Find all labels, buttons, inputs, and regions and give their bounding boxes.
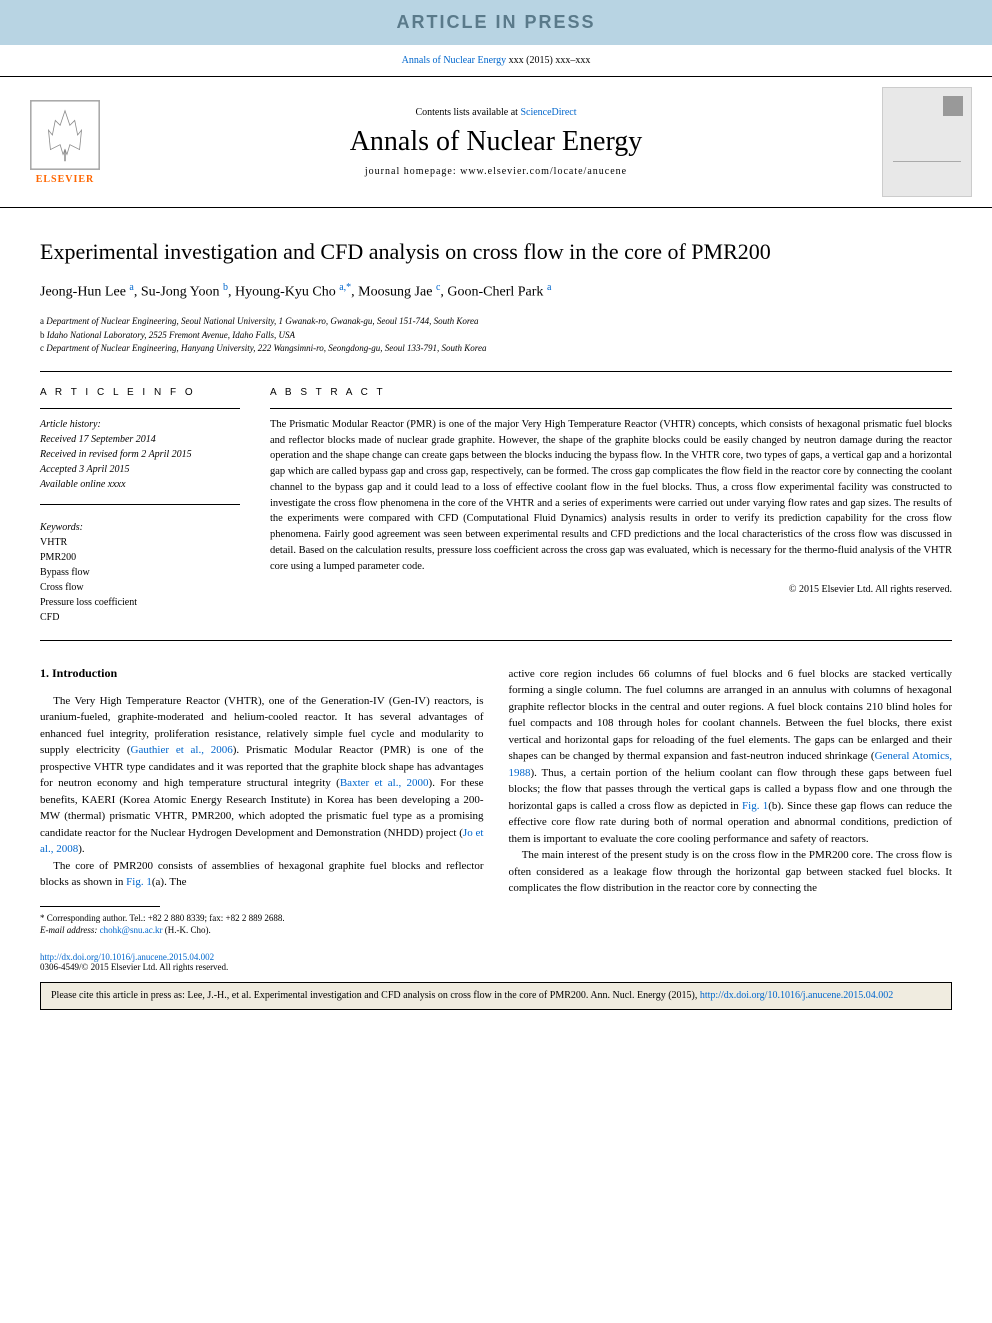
email-link[interactable]: chohk@snu.ac.kr [100,925,163,935]
p2-text-a: The core of PMR200 consists of assemblie… [40,860,484,889]
affil-a-sup: a [40,316,44,326]
keyword-6: CFD [40,610,240,625]
email-label: E-mail address: [40,925,100,935]
email-suffix: (H.-K. Cho). [162,925,210,935]
affiliations: a Department of Nuclear Engineering, Seo… [40,315,952,356]
col2-para-1: active core region includes 66 columns o… [509,666,953,848]
article-title: Experimental investigation and CFD analy… [40,238,952,267]
affil-b-text: Idaho National Laboratory, 2525 Fremont … [47,330,295,340]
elsevier-logo: ELSEVIER [20,100,110,185]
divider-top [40,371,952,372]
abstract-column: A B S T R A C T The Prismatic Modular Re… [270,387,952,625]
doi-block: http://dx.doi.org/10.1016/j.anucene.2015… [40,952,952,972]
ref-baxter[interactable]: Baxter et al., 2000 [340,777,429,789]
ref-fig1-a[interactable]: Fig. 1 [126,876,152,888]
section-number: 1. [40,666,49,680]
body-column-right: active core region includes 66 columns o… [509,666,953,937]
keywords-label: Keywords: [40,520,240,535]
homepage-url: www.elsevier.com/locate/anucene [460,166,627,177]
authors-list: Jeong-Hun Lee a, Su-Jong Yoon b, Hyoung-… [40,282,952,301]
journal-homepage: journal homepage: www.elsevier.com/locat… [110,166,882,177]
abstract-text: The Prismatic Modular Reactor (PMR) is o… [270,417,952,575]
abstract-copyright: © 2015 Elsevier Ltd. All rights reserved… [270,584,952,595]
issn-line: 0306-4549/© 2015 Elsevier Ltd. All right… [40,962,952,972]
affiliation-b: b Idaho National Laboratory, 2525 Fremon… [40,329,952,343]
author-5-sup[interactable]: a [547,282,551,293]
cite-prefix: Please cite this article in press as: Le… [51,990,700,1001]
article-info-column: A R T I C L E I N F O Article history: R… [40,387,240,625]
article-info-heading: A R T I C L E I N F O [40,387,240,398]
doi-link[interactable]: http://dx.doi.org/10.1016/j.anucene.2015… [40,952,214,962]
affil-a-text: Department of Nuclear Engineering, Seoul… [46,316,478,326]
keyword-4: Cross flow [40,580,240,595]
keyword-5: Pressure loss coefficient [40,595,240,610]
keyword-2: PMR200 [40,550,240,565]
ref-gauthier[interactable]: Gauthier et al., 2006 [131,744,233,756]
affil-b-sup: b [40,330,45,340]
history-received: Received 17 September 2014 [40,432,240,447]
body-two-column: 1. Introduction The Very High Temperatur… [40,666,952,937]
affil-c-text: Department of Nuclear Engineering, Hanya… [46,343,486,353]
history-accepted: Accepted 3 April 2015 [40,462,240,477]
keyword-3: Bypass flow [40,565,240,580]
author-1-sup[interactable]: a [129,282,133,293]
journal-header: ELSEVIER Contents lists available at Sci… [0,76,992,208]
history-online: Available online xxxx [40,477,240,492]
author-2: Su-Jong Yoon [141,284,220,299]
homepage-label: journal homepage: [365,166,460,177]
author-3: Hyoung-Kyu Cho [235,284,336,299]
affil-c-sup: c [40,343,44,353]
history-label: Article history: [40,417,240,432]
col2-para-2: The main interest of the present study i… [509,847,953,897]
abstract-heading: A B S T R A C T [270,387,952,398]
intro-para-1: The Very High Temperature Reactor (VHTR)… [40,693,484,858]
intro-para-2: The core of PMR200 consists of assemblie… [40,858,484,891]
citation-journal-link[interactable]: Annals of Nuclear Energy [402,55,507,66]
elsevier-tree-icon [30,100,100,170]
ref-fig1-b[interactable]: Fig. 1 [742,800,768,812]
citation-line: Annals of Nuclear Energy xxx (2015) xxx–… [0,45,992,76]
contents-available-line: Contents lists available at ScienceDirec… [110,107,882,118]
author-2-sup[interactable]: b [223,282,228,293]
cite-doi-link[interactable]: http://dx.doi.org/10.1016/j.anucene.2015… [700,990,893,1001]
footnote-divider [40,906,160,907]
contents-prefix: Contents lists available at [415,107,520,118]
journal-title: Annals of Nuclear Energy [110,126,882,158]
keyword-1: VHTR [40,535,240,550]
cite-box: Please cite this article in press as: Le… [40,982,952,1010]
c2p1-text-a: active core region includes 66 columns o… [509,668,953,763]
history-revised: Received in revised form 2 April 2015 [40,447,240,462]
body-column-left: 1. Introduction The Very High Temperatur… [40,666,484,937]
elsevier-publisher-name: ELSEVIER [36,174,95,185]
journal-cover-thumbnail [882,87,972,197]
affiliation-c: c Department of Nuclear Engineering, Han… [40,342,952,356]
author-4-sup[interactable]: c [436,282,440,293]
sciencedirect-link[interactable]: ScienceDirect [520,107,576,118]
corresponding-footnote: * Corresponding author. Tel.: +82 2 880 … [40,912,484,937]
author-3-sup[interactable]: a,* [339,282,351,293]
author-1: Jeong-Hun Lee [40,284,126,299]
section-title: Introduction [52,666,117,680]
author-5: Goon-Cherl Park [447,284,543,299]
corresponding-line: * Corresponding author. Tel.: +82 2 880 … [40,912,484,925]
affiliation-a: a Department of Nuclear Engineering, Seo… [40,315,952,329]
divider-bottom [40,640,952,641]
article-in-press-banner: ARTICLE IN PRESS [0,0,992,45]
author-4: Moosung Jae [358,284,432,299]
section-heading: 1. Introduction [40,666,484,681]
citation-ref: xxx (2015) xxx–xxx [509,55,591,66]
p1-text-d: ). [78,843,84,855]
p2-text-b: (a). The [152,876,187,888]
